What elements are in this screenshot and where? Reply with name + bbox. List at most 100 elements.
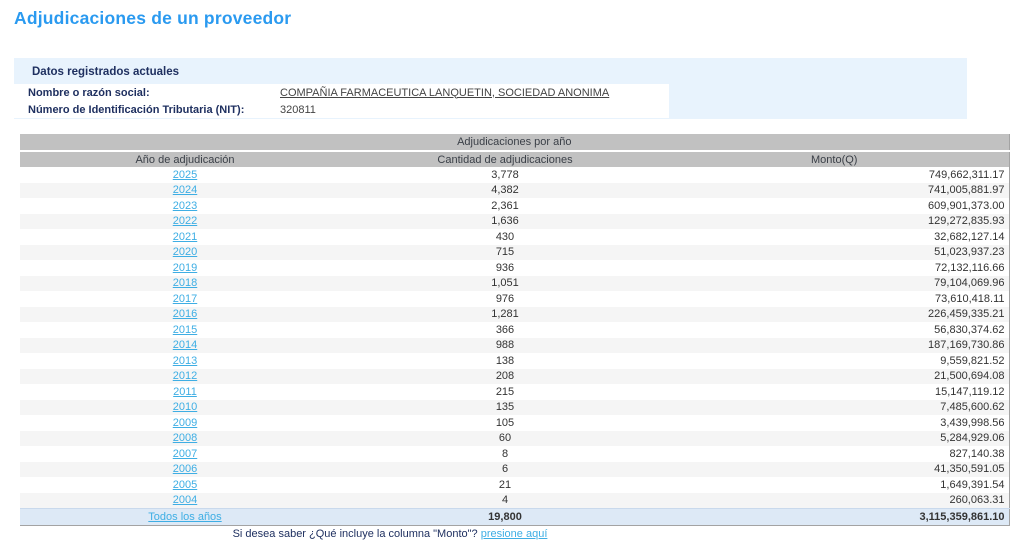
monto-cell: 41,350,591.05 bbox=[660, 461, 1010, 477]
year-link[interactable]: 2011 bbox=[173, 385, 197, 398]
awards-by-year-table: Adjudicaciones por año Año de adjudicaci… bbox=[20, 134, 1010, 526]
year-link[interactable]: 2019 bbox=[172, 261, 198, 274]
year-link[interactable]: 2009 bbox=[172, 416, 198, 429]
cantidad-cell: 988 bbox=[350, 337, 660, 353]
monto-cell: 741,005,881.97 bbox=[660, 182, 1010, 198]
table-row: 2009 105 3,439,998.56 bbox=[20, 415, 1009, 431]
year-rows: 2025 3,778 749,662,311.17 2024 4,382 741… bbox=[20, 167, 1010, 508]
monto-cell: 32,682,127.14 bbox=[934, 230, 1005, 243]
cantidad-cell: 4 bbox=[350, 492, 660, 508]
year-link[interactable]: 2005 bbox=[172, 478, 198, 491]
monto-cell: 73,610,418.11 bbox=[934, 292, 1005, 305]
monto-cell: 7,485,600.62 bbox=[660, 399, 1010, 415]
monto-cell: 129,272,835.93 bbox=[660, 213, 1010, 229]
table-row: 2015 366 56,830,374.62 bbox=[20, 322, 1009, 338]
monto-cell: 749,662,311.17 bbox=[928, 168, 1005, 181]
cantidad-cell: 21 bbox=[498, 478, 512, 491]
year-link[interactable]: 2020 bbox=[172, 246, 198, 259]
table-row: 2012 208 21,500,694.08 bbox=[20, 368, 1010, 384]
table-row: 2013 138 9,559,821.52 bbox=[20, 353, 1009, 369]
year-link[interactable]: 2015 bbox=[172, 323, 198, 336]
page-title: Adjudicaciones de un proveedor bbox=[14, 8, 292, 28]
supplier-name-label: Nombre o razón social: bbox=[28, 86, 150, 99]
year-link[interactable]: 2021 bbox=[172, 230, 198, 243]
table-row: 2018 1,051 79,104,069.96 bbox=[20, 275, 1010, 291]
table-row: 2020 715 51,023,937.23 bbox=[20, 244, 1010, 260]
table-row: 2017 976 73,610,418.11 bbox=[20, 291, 1009, 307]
table-row: 2023 2,361 609,901,373.00 bbox=[20, 198, 1009, 214]
cantidad-cell: 8 bbox=[501, 447, 509, 460]
table-row: 2010 135 7,485,600.62 bbox=[20, 399, 1010, 415]
supplier-nit-row: Número de Identificación Tributaria (NIT… bbox=[14, 101, 669, 118]
cantidad-cell: 366 bbox=[495, 323, 515, 336]
year-link[interactable]: 2017 bbox=[172, 292, 198, 305]
cantidad-cell: 1,281 bbox=[350, 306, 660, 322]
table-row: 2021 430 32,682,127.14 bbox=[20, 229, 1009, 245]
cantidad-cell: 936 bbox=[495, 261, 515, 274]
column-header-monto: Monto(Q) bbox=[660, 151, 1010, 167]
total-monto: 3,115,359,861.10 bbox=[660, 507, 1010, 525]
table-row: 2005 21 1,649,391.54 bbox=[20, 477, 1009, 493]
year-link[interactable]: 2010 bbox=[172, 401, 198, 414]
all-years-link[interactable]: Todos los años bbox=[148, 510, 222, 523]
column-header-cantidad: Cantidad de adjudicaciones bbox=[350, 151, 660, 167]
table-row: 2019 936 72,132,116.66 bbox=[20, 260, 1009, 276]
supplier-name-link[interactable]: COMPAÑIA FARMACEUTICA LANQUETIN, SOCIEDA… bbox=[280, 86, 610, 99]
year-link[interactable]: 2025 bbox=[172, 168, 198, 181]
monto-cell: 56,830,374.62 bbox=[934, 323, 1005, 336]
year-link[interactable]: 2022 bbox=[172, 215, 198, 228]
cantidad-cell: 208 bbox=[350, 368, 660, 384]
total-cantidad: 19,800 bbox=[350, 507, 660, 525]
monto-cell: 21,500,694.08 bbox=[660, 368, 1010, 384]
year-link[interactable]: 2016 bbox=[172, 308, 198, 321]
year-link[interactable]: 2008 bbox=[172, 432, 198, 445]
year-link[interactable]: 2004 bbox=[172, 494, 198, 506]
year-link[interactable]: 2024 bbox=[172, 184, 198, 197]
cantidad-cell: 4,382 bbox=[350, 182, 660, 198]
info-box-header: Datos registrados actuales bbox=[32, 66, 180, 78]
monto-help-link[interactable]: presione aquí bbox=[480, 528, 548, 540]
table-row: 2006 6 41,350,591.05 bbox=[20, 461, 1010, 477]
year-link[interactable]: 2018 bbox=[172, 277, 198, 290]
monto-cell: 51,023,937.23 bbox=[660, 244, 1010, 260]
table-row: 2011 215 15,147,119.12 bbox=[20, 384, 1009, 400]
year-link[interactable]: 2007 bbox=[172, 447, 198, 460]
cantidad-cell: 715 bbox=[350, 244, 660, 260]
year-link[interactable]: 2006 bbox=[172, 463, 198, 476]
monto-cell: 1,649,391.54 bbox=[940, 478, 1005, 491]
monto-cell: 3,439,998.56 bbox=[940, 416, 1005, 429]
year-link[interactable]: 2023 bbox=[172, 199, 198, 212]
monto-cell: 609,901,373.00 bbox=[928, 199, 1005, 212]
cantidad-cell: 60 bbox=[350, 430, 660, 446]
cantidad-cell: 1,051 bbox=[350, 275, 660, 291]
cantidad-cell: 976 bbox=[495, 292, 515, 305]
monto-cell: 187,169,730.86 bbox=[660, 337, 1010, 353]
supplier-nit-label: Número de Identificación Tributaria (NIT… bbox=[28, 103, 245, 116]
table-row: 2016 1,281 226,459,335.21 bbox=[20, 306, 1010, 322]
monto-help-note: Si desea saber ¿Qué incluye la columna "… bbox=[20, 528, 760, 540]
cantidad-cell: 2,361 bbox=[491, 199, 519, 212]
cantidad-cell: 6 bbox=[350, 461, 660, 477]
cantidad-cell: 1,636 bbox=[350, 213, 660, 229]
cantidad-cell: 3,778 bbox=[491, 168, 519, 181]
table-row: 2007 8 827,140.38 bbox=[20, 446, 1009, 462]
monto-cell: 72,132,116.66 bbox=[934, 261, 1005, 274]
table-header-row: Año de adjudicación Cantidad de adjudica… bbox=[20, 151, 1010, 167]
column-header-year: Año de adjudicación bbox=[20, 151, 350, 167]
cantidad-cell: 105 bbox=[495, 416, 515, 429]
table-caption: Adjudicaciones por año bbox=[20, 134, 1010, 152]
year-link[interactable]: 2014 bbox=[172, 339, 198, 352]
monto-cell: 9,559,821.52 bbox=[940, 354, 1005, 367]
monto-cell: 5,284,929.06 bbox=[660, 430, 1010, 446]
year-link[interactable]: 2013 bbox=[172, 354, 198, 367]
table-row: 2014 988 187,169,730.86 bbox=[20, 337, 1010, 353]
year-link[interactable]: 2012 bbox=[172, 370, 198, 383]
cantidad-cell: 135 bbox=[350, 399, 660, 415]
table-row: 2025 3,778 749,662,311.17 bbox=[20, 167, 1009, 183]
total-row: Todos los años 19,800 3,115,359,861.10 bbox=[20, 507, 1010, 525]
supplier-info-box: Datos registrados actuales Nombre o razó… bbox=[14, 58, 967, 119]
supplier-name-row: Nombre o razón social: COMPAÑIA FARMACEU… bbox=[14, 84, 669, 101]
monto-cell: 226,459,335.21 bbox=[660, 306, 1010, 322]
table-row: 2022 1,636 129,272,835.93 bbox=[20, 213, 1010, 229]
table-caption-row: Adjudicaciones por año bbox=[20, 134, 1010, 152]
